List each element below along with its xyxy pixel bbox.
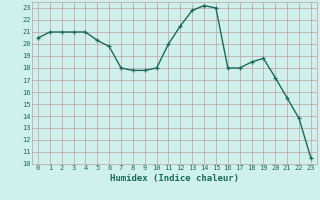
- X-axis label: Humidex (Indice chaleur): Humidex (Indice chaleur): [110, 174, 239, 183]
